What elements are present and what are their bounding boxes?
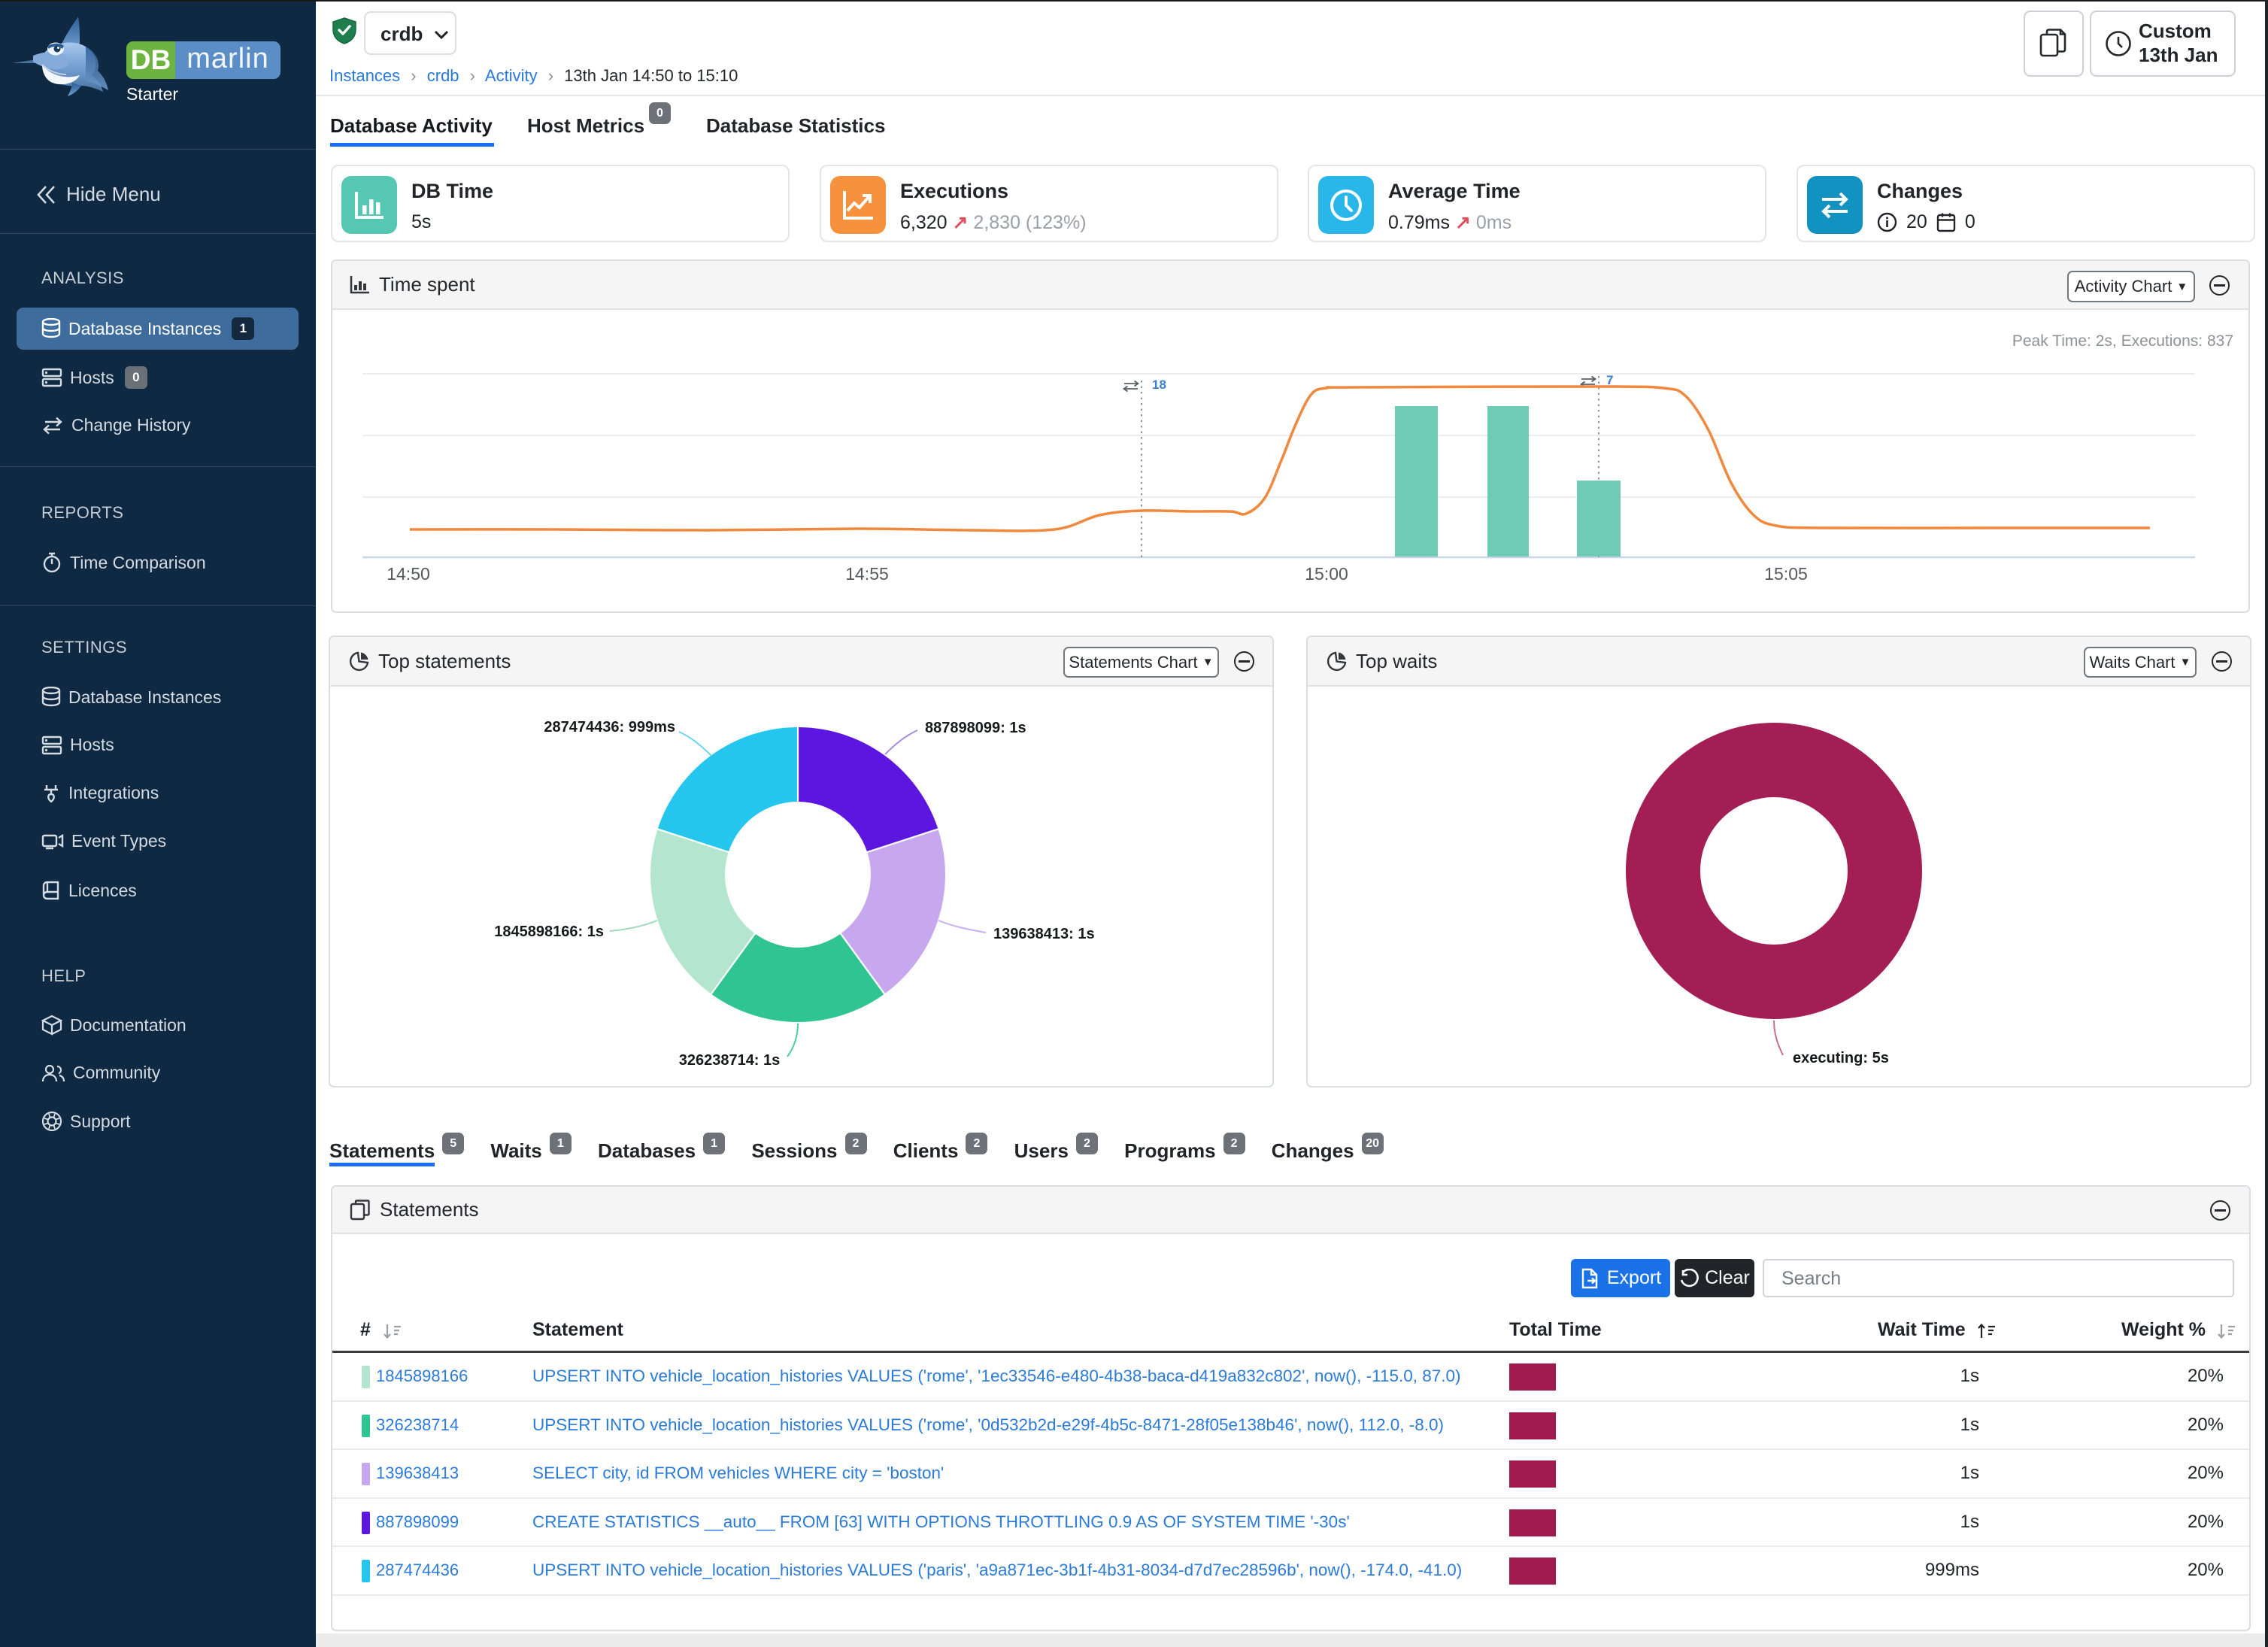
svg-text:326238714: 1s: 326238714: 1s [679, 1052, 781, 1069]
svg-text:887898099: 1s: 887898099: 1s [925, 720, 1026, 736]
svg-text:15:00: 15:00 [1305, 564, 1348, 584]
svg-text:139638413: 1s: 139638413: 1s [993, 926, 1095, 942]
svg-text:15:05: 15:05 [1764, 564, 1808, 584]
svg-text:1845898166: 1s: 1845898166: 1s [494, 924, 604, 940]
svg-text:287474436: 999ms: 287474436: 999ms [544, 719, 675, 736]
svg-text:14:50: 14:50 [387, 564, 430, 584]
svg-text:14:55: 14:55 [845, 564, 889, 584]
svg-text:7: 7 [1606, 373, 1613, 387]
svg-text:Peak Time: 2s, Executions: 837: Peak Time: 2s, Executions: 837 [2012, 332, 2233, 350]
svg-text:18: 18 [1152, 378, 1166, 392]
svg-text:executing: 5s: executing: 5s [1793, 1050, 1889, 1066]
